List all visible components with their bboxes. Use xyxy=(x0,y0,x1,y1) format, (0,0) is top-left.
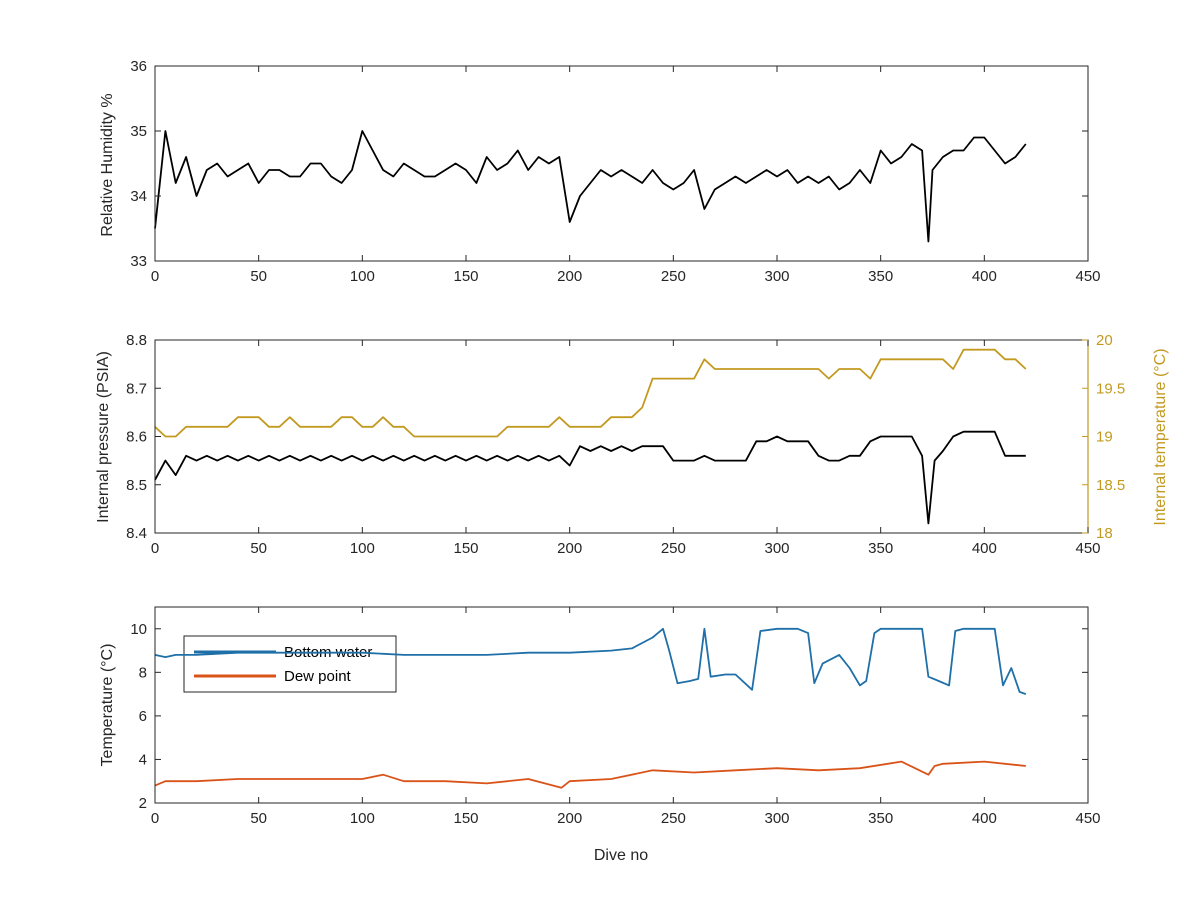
temperature-x-tick-label: 150 xyxy=(453,810,478,827)
temperature-x-tick-label: 400 xyxy=(972,810,997,827)
pressure-y-tick-label: 8.6 xyxy=(126,429,147,446)
humidity-x-tick-label: 0 xyxy=(151,268,159,285)
temperature-ylabel: Temperature (°C) xyxy=(99,644,116,767)
pressure-y-right-tick-label: 18 xyxy=(1096,525,1113,542)
humidity-plot-frame xyxy=(154,65,1089,262)
temperature-x-tick-label: 450 xyxy=(1075,810,1100,827)
pressure-y-right-tick-label: 20 xyxy=(1096,332,1113,349)
pressure-y-tick-label: 8.5 xyxy=(126,477,147,494)
temperature-x-tick-label: 250 xyxy=(661,810,686,827)
pressure-y-tick-label: 8.8 xyxy=(126,332,147,349)
pressure-x-tick-label: 250 xyxy=(661,540,686,557)
humidity-x-tick-label: 250 xyxy=(661,268,686,285)
pressure-x-tick-label: 300 xyxy=(764,540,789,557)
temperature-y-tick-label: 10 xyxy=(130,621,147,638)
pressure-panel: Internal pressure (PSIA) Internal temper… xyxy=(95,332,1169,557)
temperature-x-tick-label: 300 xyxy=(764,810,789,827)
temperature-xlabel: Dive no xyxy=(594,847,648,864)
humidity-x-tick-label: 150 xyxy=(453,268,478,285)
pressure-y-right-tick-label: 18.5 xyxy=(1096,477,1125,494)
humidity-y-tick-label: 36 xyxy=(130,58,147,75)
temperature-series-line-0 xyxy=(154,627,1027,695)
humidity-x-tick-label: 100 xyxy=(350,268,375,285)
pressure-series-line-0 xyxy=(154,430,1026,525)
pressure-x-tick-label: 350 xyxy=(868,540,893,557)
pressure-series-line-1 xyxy=(154,348,1027,438)
legend-label-1: Dew point xyxy=(284,668,352,685)
temperature-y-tick-label: 6 xyxy=(139,708,147,725)
humidity-ylabel: Relative Humidity % xyxy=(99,93,116,236)
temperature-y-tick-label: 4 xyxy=(139,751,147,768)
humidity-x-tick-label: 450 xyxy=(1075,268,1100,285)
temperature-plot-frame xyxy=(154,606,1089,804)
temperature-x-tick-label: 50 xyxy=(250,810,267,827)
pressure-x-tick-label: 200 xyxy=(557,540,582,557)
humidity-x-tick-label: 300 xyxy=(764,268,789,285)
pressure-y-right-tick-label: 19.5 xyxy=(1096,380,1125,397)
pressure-x-tick-label: 50 xyxy=(250,540,267,557)
pressure-y-tick-label: 8.4 xyxy=(126,525,147,542)
temperature-y-tick-label: 2 xyxy=(139,795,147,812)
pressure-ylabel: Internal pressure (PSIA) xyxy=(95,351,112,523)
pressure-x-tick-label: 150 xyxy=(453,540,478,557)
pressure-y-tick-label: 8.7 xyxy=(126,380,147,397)
temperature-series-line-1 xyxy=(154,760,1026,789)
humidity-panel: Relative Humidity % 0 50 100 150 200 250 300 35… xyxy=(99,58,1101,285)
temperature-panel: Temperature (°C) Dive no Bottom waterDew… xyxy=(99,606,1101,864)
temperature-x-tick-label: 100 xyxy=(350,810,375,827)
humidity-x-tick-label: 50 xyxy=(250,268,267,285)
legend-box xyxy=(183,635,397,693)
temperature-x-tick-label: 200 xyxy=(557,810,582,827)
internal-temperature-ylabel: Internal temperature (°C) xyxy=(1152,348,1169,525)
humidity-y-tick-label: 35 xyxy=(130,123,147,140)
humidity-y-tick-label: 34 xyxy=(130,188,147,205)
pressure-x-tick-label: 450 xyxy=(1075,540,1100,557)
temperature-y-tick-label: 8 xyxy=(139,664,147,681)
pressure-x-tick-label: 0 xyxy=(151,540,159,557)
pressure-x-tick-label: 400 xyxy=(972,540,997,557)
humidity-x-tick-label: 350 xyxy=(868,268,893,285)
humidity-y-tick-label: 33 xyxy=(130,253,147,270)
humidity-x-tick-label: 400 xyxy=(972,268,997,285)
temperature-x-tick-label: 0 xyxy=(151,810,159,827)
humidity-series-line-0 xyxy=(154,130,1027,243)
pressure-x-tick-label: 100 xyxy=(350,540,375,557)
temperature-x-tick-label: 350 xyxy=(868,810,893,827)
humidity-x-tick-label: 200 xyxy=(557,268,582,285)
pressure-y-right-tick-label: 19 xyxy=(1096,429,1113,446)
